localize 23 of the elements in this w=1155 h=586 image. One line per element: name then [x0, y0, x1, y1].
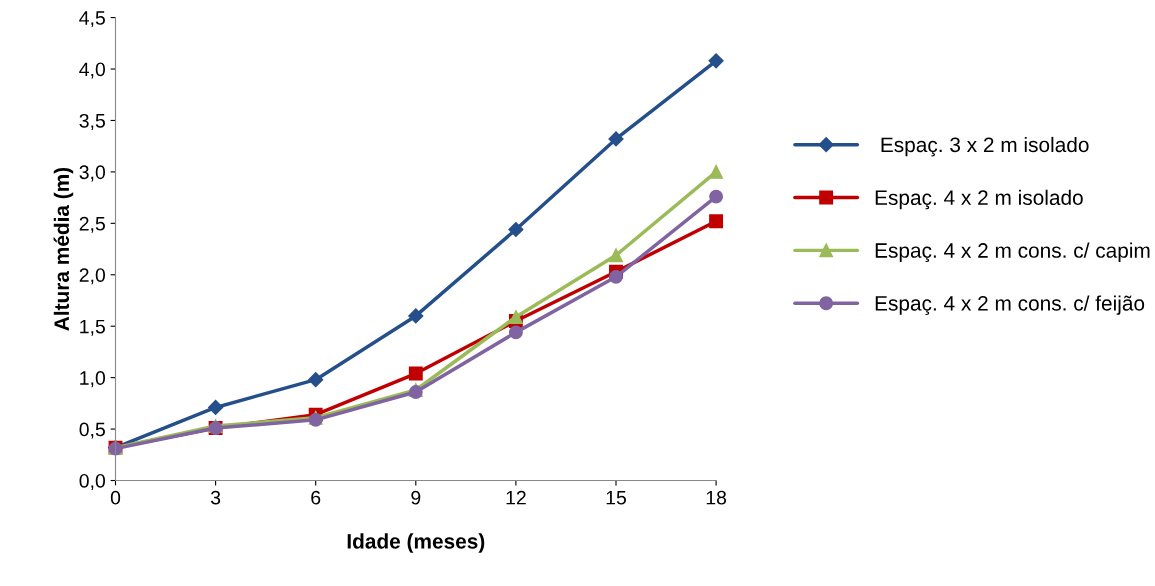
x-tick-label: 6: [311, 490, 321, 505]
y-tick-label: 3,0: [79, 165, 106, 182]
legend-label: Espaç. 4 x 2 m cons. c/ feijão: [875, 295, 1145, 315]
y-tick-label: 0,5: [79, 422, 105, 439]
x-tick-label: 18: [706, 490, 727, 505]
y-tick-label: 0,0: [79, 473, 106, 491]
y-tick-label: 1,5: [80, 319, 105, 336]
legend-label: Espaç. 4 x 2 m isolado: [875, 189, 1083, 210]
x-tick-label: 15: [606, 490, 626, 505]
x-tick-label: 3: [210, 490, 221, 505]
y-axis-title: Altura média (m): [53, 167, 74, 331]
y-tick-label: 2,5: [79, 216, 105, 233]
legend-label: Espaç. 4 x 2 m cons. c/ capim: [875, 242, 1150, 263]
x-tick-label: 0: [110, 490, 121, 505]
y-tick-label: 3,5: [79, 113, 105, 130]
y-tick-label: 4,5: [79, 11, 105, 28]
y-tick-label: 4,0: [79, 62, 106, 79]
y-tick-label: 2,0: [79, 268, 106, 285]
x-tick-label: 12: [506, 490, 526, 505]
legend-label: Espaç. 3 x 2 m isolado: [881, 136, 1089, 157]
y-tick-label: 1,0: [80, 371, 106, 388]
x-axis-title: Idade (meses): [347, 533, 485, 553]
x-tick-label: 9: [411, 490, 421, 505]
